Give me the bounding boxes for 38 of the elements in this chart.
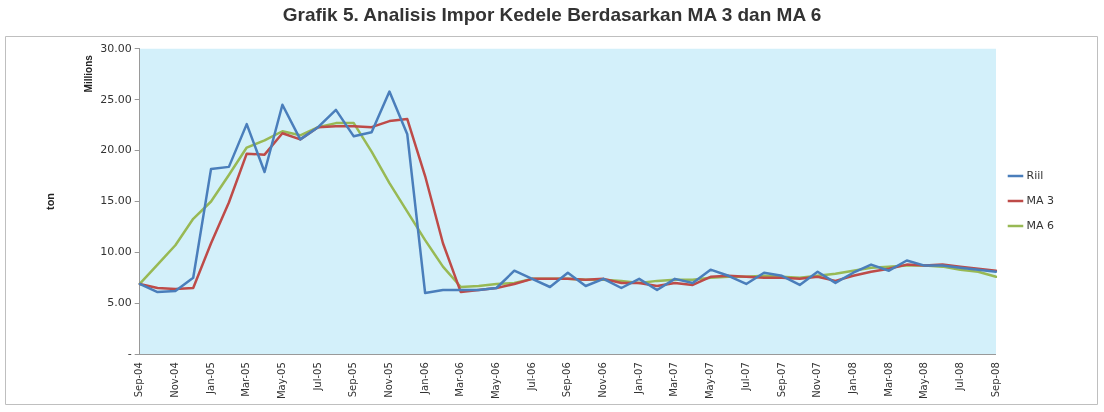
- x-tick-label: Nov-06: [597, 362, 609, 398]
- legend-label: MA 6: [1026, 218, 1054, 232]
- x-tick-label: Jan-07: [632, 362, 644, 395]
- x-tick-label: Sep-08: [989, 362, 1001, 398]
- y-tick-label: -: [127, 347, 132, 361]
- x-tick-label: May-07: [704, 362, 716, 400]
- y-tick-label: 15.00: [100, 194, 132, 208]
- y-tick-label: 5.00: [107, 296, 132, 310]
- x-tick-label: Mar-08: [882, 362, 894, 397]
- legend-label: MA 3: [1026, 193, 1054, 207]
- x-tick-label: Jul-08: [953, 362, 965, 392]
- x-tick-label: Mar-06: [454, 362, 466, 397]
- x-tick-label: Jul-06: [525, 362, 537, 392]
- y-tick-label: 20.00: [100, 143, 132, 157]
- y-tick-label: 10.00: [100, 245, 132, 259]
- x-tick-label: Nov-07: [811, 362, 823, 398]
- y-tick-label: 25.00: [100, 92, 132, 106]
- x-tick-label: Jul-05: [311, 362, 323, 392]
- x-tick-label: May-06: [490, 362, 502, 400]
- y-axis-title: ton: [43, 192, 56, 211]
- text: Millions: [83, 54, 95, 93]
- chart-title: Grafik 5. Analisis Impor Kedele Berdasarkan MA 3 dan MA 6: [282, 3, 822, 25]
- x-tick-label: Nov-05: [383, 362, 395, 398]
- x-tick-label: Jan-05: [204, 362, 216, 395]
- x-tick-label: Sep-05: [347, 362, 359, 398]
- x-tick-label: Jan-06: [418, 362, 430, 395]
- x-tick-label: Mar-05: [240, 362, 252, 397]
- x-tick-label: Sep-04: [133, 362, 145, 398]
- x-tick-label: Mar-07: [668, 362, 680, 397]
- x-tick-label: Jul-07: [739, 362, 751, 392]
- x-tick-label: Nov-04: [168, 362, 180, 398]
- x-tick-label: May-05: [276, 362, 287, 400]
- x-tick-label: May-08: [918, 362, 930, 400]
- legend-label: Riil: [1026, 168, 1044, 182]
- x-tick-label: Jan-08: [846, 362, 858, 395]
- x-tick-label: Sep-07: [775, 362, 787, 398]
- x-tick-label: Sep-06: [561, 362, 573, 398]
- y-tick-label: 30.00: [100, 41, 132, 55]
